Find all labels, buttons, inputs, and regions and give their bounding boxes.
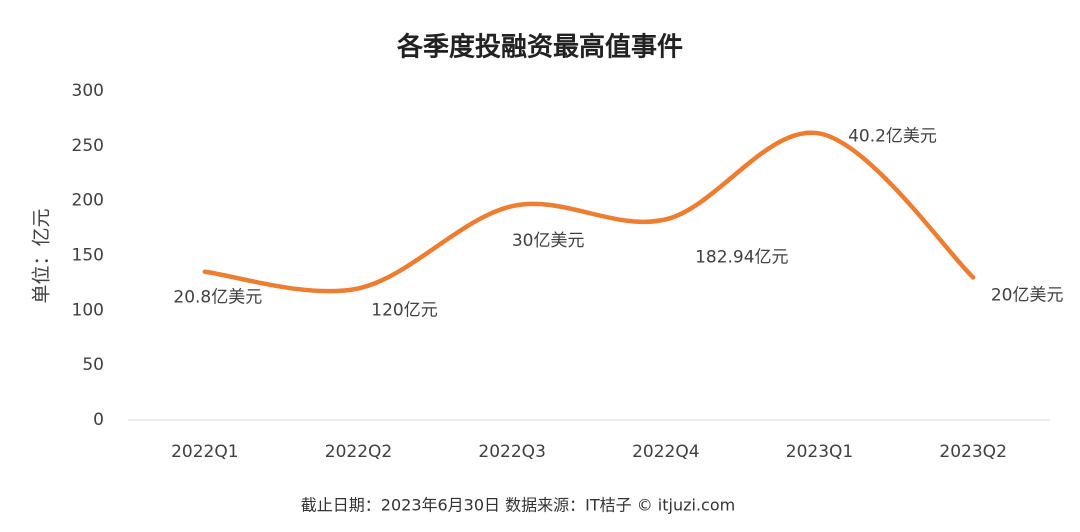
x-tick-label: 2022Q1 (171, 442, 238, 462)
data-label: 40.2亿美元 (848, 126, 937, 146)
x-tick-label: 2023Q2 (939, 442, 1006, 462)
x-tick-label: 2022Q3 (478, 442, 545, 462)
y-tick-label: 0 (93, 410, 104, 430)
line (202, 130, 976, 294)
y-tick-label: 50 (82, 355, 104, 375)
data-label: 30亿美元 (512, 231, 585, 251)
y-axis-label: 单位：亿元 (31, 208, 53, 303)
y-tick-label: 200 (72, 191, 104, 211)
y-tick-label: 300 (72, 81, 104, 101)
x-tick-label: 2022Q2 (325, 442, 392, 462)
y-tick-label: 150 (72, 246, 104, 266)
x-tick-label: 2023Q1 (786, 442, 853, 462)
y-tick-label: 250 (72, 136, 104, 156)
data-label: 182.94亿元 (695, 247, 788, 267)
x-tick-label: 2022Q4 (632, 442, 699, 462)
chart-title: 各季度投融资最高值事件 (396, 32, 683, 63)
footer: 截止日期：2023年6月30日 数据来源：IT桔子 © itjuzi.com (301, 496, 735, 515)
data-label: 20.8亿美元 (173, 288, 262, 308)
data-label: 20亿美元 (991, 285, 1064, 305)
y-tick-label: 100 (72, 300, 104, 320)
data-label: 120亿元 (371, 300, 437, 320)
